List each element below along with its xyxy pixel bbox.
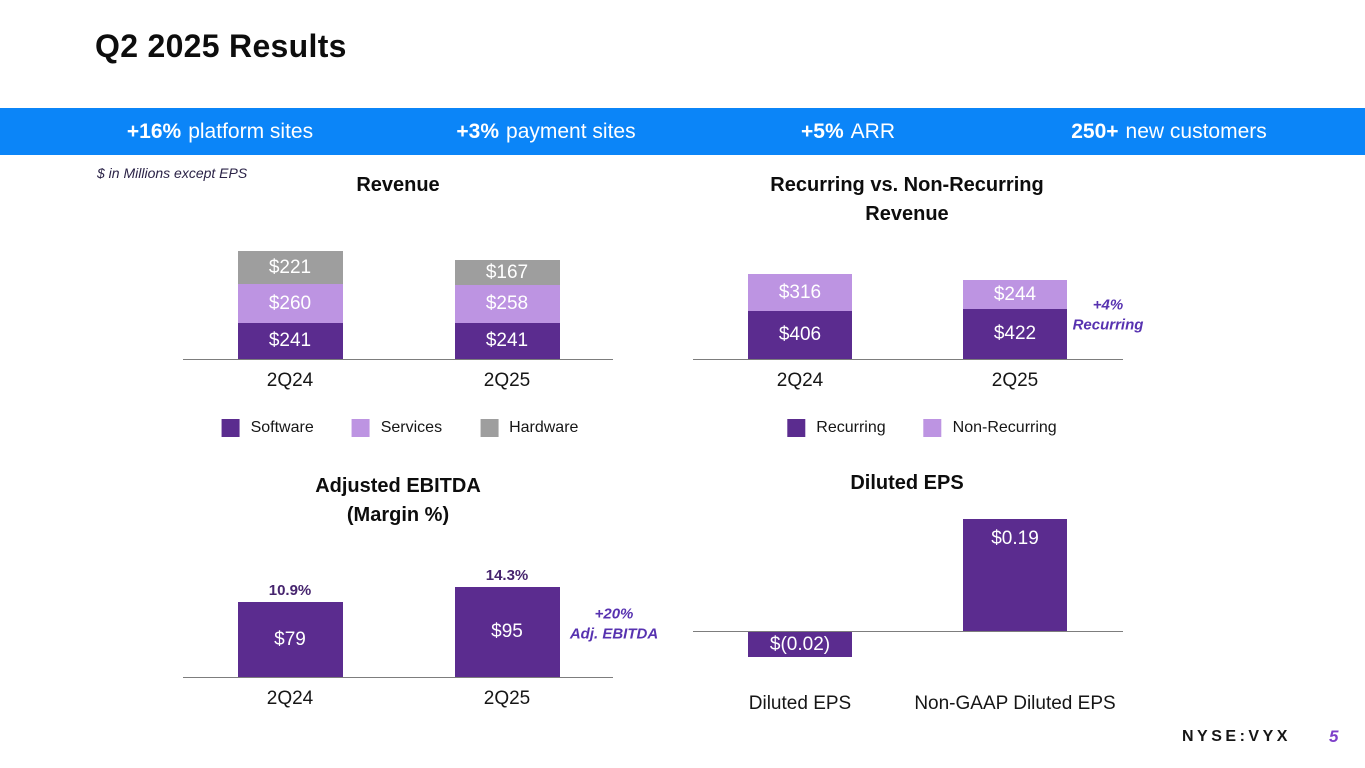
bar-value-label: $167 [485,261,529,283]
bar-value-label: $241 [268,330,312,351]
stat-arr: +5% ARR [801,120,895,144]
bar-segment-hardware: $167 [454,260,560,285]
axis-line [693,631,1123,632]
margin-percent-label: 10.9% [268,582,312,599]
legend-swatch [351,419,370,437]
bar-segment-services: $260 [237,284,343,323]
bar: $79 [237,602,343,677]
bar-value-label: $(0.02) [769,633,831,655]
category-label: Diluted EPS [748,693,852,714]
category-label: 2Q25 [483,370,531,391]
stat-value: +5% [801,119,844,143]
axis-line [183,677,613,678]
legend-swatch [221,419,240,437]
bar-value-label: $316 [778,281,822,303]
bar-segment-recurring: $422 [963,309,1067,359]
ticker-label: NYSE:VYX [1182,728,1291,745]
bar-value-label: $244 [993,283,1037,305]
stat-label: ARR [850,119,895,143]
bar: $95 [454,587,560,677]
bar: $0.19 [963,519,1067,631]
legend-item: Non-Recurring [923,419,1057,437]
legend-swatch [787,419,806,437]
bar-segment-non-recurring: $316 [748,274,852,311]
stat-value: 250+ [1071,119,1119,143]
units-note: $ in Millions except EPS [97,165,248,181]
axis-line [693,359,1123,360]
recurring-chart-title: Recurring vs. Non-Recurring Revenue [770,174,1044,225]
recurring-growth-annotation: +4% Recurring [1072,296,1144,334]
bar-segment-software: $241 [237,323,343,359]
category-label: 2Q24 [266,688,314,709]
legend-item: Hardware [480,419,578,437]
bar-segment-software: $241 [454,323,560,359]
stat-platform-sites: +16% platform sites [127,120,313,144]
bar-value-label: $260 [268,292,312,314]
legend-swatch [923,419,942,437]
bar-value-label: $422 [993,323,1037,344]
eps-chart-title: Diluted EPS [850,472,964,494]
stat-value: +16% [126,119,182,143]
margin-percent-label: 14.3% [485,567,529,584]
bar-value-label: $0.19 [991,528,1039,549]
category-label: 2Q24 [266,370,314,391]
bar-segment-non-recurring: $244 [963,280,1067,309]
bar-segment-hardware: $221 [237,251,343,284]
stat-payment-sites: +3% payment sites [456,120,635,144]
bar-value-label: $95 [491,621,523,642]
stat-value: +3% [456,119,500,143]
stat-new-customers: 250+ new customers [1071,120,1267,144]
legend-label: Recurring [816,419,886,436]
stat-label: platform sites [188,119,314,143]
stat-label: new customers [1125,119,1267,143]
bar-segment-recurring: $406 [748,311,852,359]
chart-legend: Software Services Hardware [221,419,578,437]
legend-item: Software [221,419,314,437]
chart-legend: Recurring Non-Recurring [787,419,1057,437]
legend-label: Services [380,419,443,436]
bar-value-label: $241 [485,330,529,351]
legend-item: Recurring [787,419,886,437]
bar-value-label: $221 [268,256,312,278]
legend-swatch [480,419,499,437]
legend-label: Non-Recurring [952,419,1057,436]
bar-segment-services: $258 [454,285,560,323]
category-label: 2Q24 [776,370,824,391]
bar: $(0.02) [748,632,852,657]
ebitda-chart-title: Adjusted EBITDA (Margin %) [315,475,481,526]
legend-label: Hardware [509,419,579,436]
bar-value-label: $258 [485,293,529,314]
axis-line [183,359,613,360]
category-label: 2Q25 [991,370,1039,391]
legend-item: Services [351,419,443,437]
legend-label: Software [250,419,314,436]
bar-value-label: $406 [778,324,822,345]
category-label: Non-GAAP Diluted EPS [914,693,1116,714]
bar-value-label: $79 [274,628,306,650]
page-number: 5 [1329,727,1339,746]
highlights-banner: +16% platform sites +3% payment sites +5% A… [0,108,1365,155]
revenue-chart-title: Revenue [356,174,440,196]
category-label: 2Q25 [483,688,531,709]
ebitda-growth-annotation: +20% Adj. EBITDA [569,605,659,643]
page-title: Q2 2025 Results [95,28,347,64]
stat-label: payment sites [506,119,636,143]
